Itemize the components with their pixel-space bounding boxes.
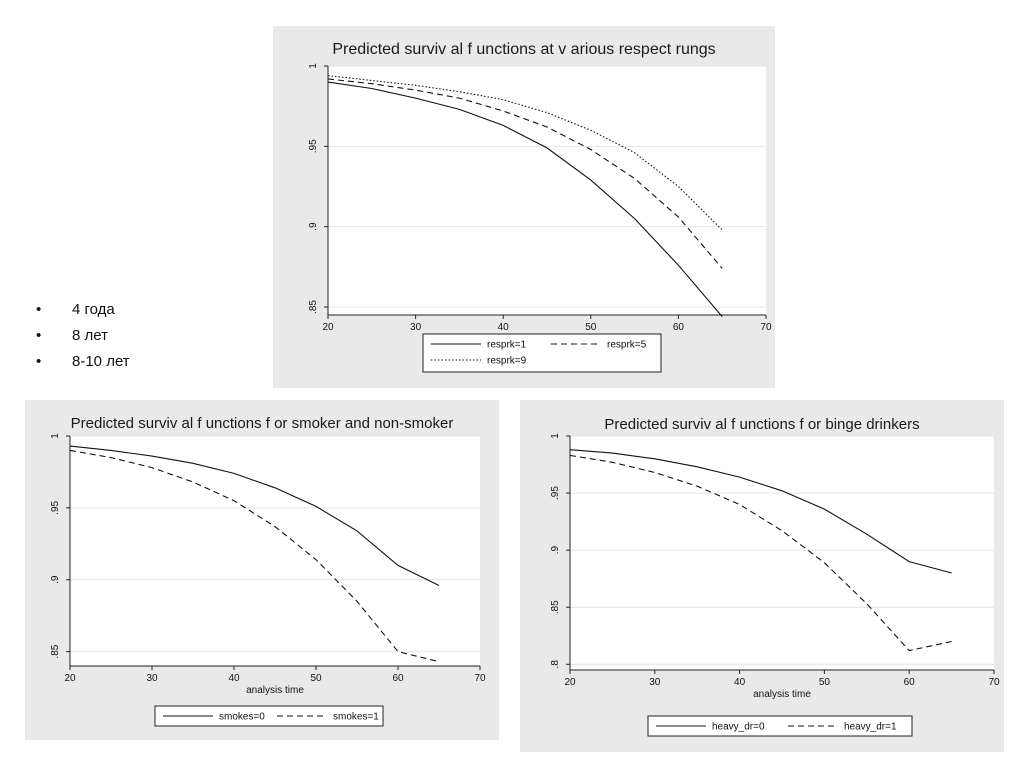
x-tick-label: 20: [64, 673, 76, 684]
x-axis-label: analysis time: [246, 685, 304, 696]
bullet-dot-icon: •: [36, 327, 42, 344]
chart-title: Predicted surviv al f unctions at v ario…: [332, 41, 715, 58]
legend-label: resprk=9: [487, 356, 527, 367]
bullet-item: • 8 лет: [36, 326, 130, 352]
chart-respect-rungs: Predicted surviv al f unctions at v ario…: [273, 26, 775, 388]
series-line: [327, 75, 723, 231]
legend-label: smokes=1: [333, 712, 379, 723]
series-line: [327, 81, 723, 317]
x-tick-label: 50: [819, 677, 831, 688]
y-tick-label: .85: [550, 600, 561, 614]
legend-box: [154, 705, 384, 727]
legend-label: resprk=1: [487, 340, 527, 351]
y-tick-label: 1: [50, 433, 61, 439]
x-tick-label: 40: [228, 673, 240, 684]
y-tick-label: .9: [50, 575, 61, 584]
legend-box: [647, 715, 913, 737]
x-tick-label: 60: [904, 677, 916, 688]
y-tick-label: .85: [308, 300, 319, 314]
bullet-dot-icon: •: [36, 301, 42, 318]
chart-binge-drinkers: Predicted surviv al f unctions f or bing…: [520, 400, 1004, 752]
legend-label: resprk=5: [607, 340, 647, 351]
bullet-text: 8 лет: [72, 327, 108, 344]
chart-smoker: Predicted surviv al f unctions f or smok…: [25, 400, 499, 740]
y-tick-label: .95: [550, 486, 561, 500]
x-tick-label: 60: [392, 673, 404, 684]
bullet-text: 4 года: [72, 301, 115, 318]
x-tick-label: 50: [310, 673, 322, 684]
y-tick-label: .9: [308, 222, 319, 231]
y-tick-label: .9: [550, 546, 561, 555]
plot-area: [570, 436, 994, 670]
x-tick-label: 30: [410, 322, 422, 333]
y-tick-label: .8: [550, 660, 561, 669]
x-tick-label: 70: [474, 673, 486, 684]
x-tick-label: 20: [322, 322, 334, 333]
plot-area: [328, 66, 766, 315]
y-tick-label: .85: [50, 644, 61, 658]
plot-area: [70, 436, 480, 666]
bullet-text: 8-10 лет: [72, 353, 130, 370]
bullet-dot-icon: •: [36, 353, 42, 370]
x-tick-label: 70: [988, 677, 1000, 688]
chart-svg: Predicted surviv al f unctions at v ario…: [308, 41, 772, 373]
x-tick-label: 70: [760, 322, 772, 333]
y-tick-label: .95: [308, 139, 319, 153]
y-tick-label: 1: [308, 63, 319, 69]
x-axis-label: analysis time: [753, 689, 811, 700]
bullet-item: • 8-10 лет: [36, 352, 130, 378]
series-line: [69, 449, 440, 663]
series-line: [69, 445, 440, 586]
chart-title: Predicted surviv al f unctions f or smok…: [71, 415, 454, 432]
x-tick-label: 30: [649, 677, 661, 688]
bullet-list: • 4 года • 8 лет • 8-10 лет: [36, 300, 130, 378]
legend-label: heavy_dr=1: [844, 722, 897, 733]
x-tick-label: 40: [498, 322, 510, 333]
legend-label: heavy_dr=0: [712, 722, 765, 733]
chart-svg: Predicted surviv al f unctions f or bing…: [550, 416, 1000, 737]
legend-label: smokes=0: [219, 712, 265, 723]
series-line: [327, 78, 723, 269]
chart-svg: Predicted surviv al f unctions f or smok…: [50, 415, 486, 727]
bullet-item: • 4 года: [36, 300, 130, 326]
x-tick-label: 60: [673, 322, 685, 333]
series-line: [569, 449, 952, 574]
x-tick-label: 50: [585, 322, 597, 333]
x-tick-label: 30: [146, 673, 158, 684]
x-tick-label: 40: [734, 677, 746, 688]
y-tick-label: 1: [550, 433, 561, 439]
x-tick-label: 20: [564, 677, 576, 688]
legend-box: [422, 333, 662, 373]
series-line: [569, 454, 952, 652]
y-tick-label: .95: [50, 500, 61, 514]
chart-title: Predicted surviv al f unctions f or bing…: [604, 416, 919, 433]
